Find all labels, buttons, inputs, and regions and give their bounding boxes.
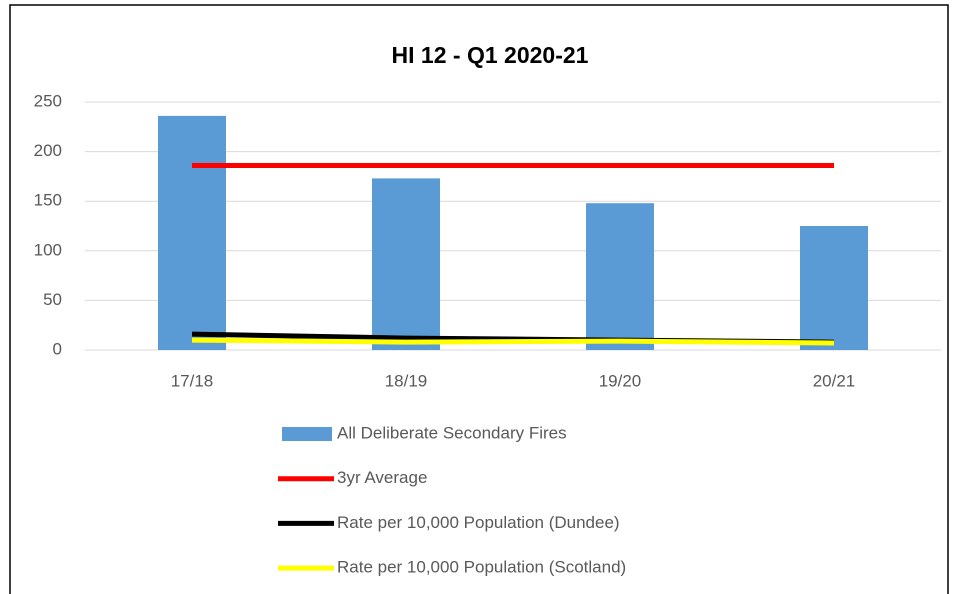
y-tick-label: 250 — [34, 91, 62, 110]
legend-label: All Deliberate Secondary Fires — [337, 423, 567, 442]
legend-label: 3yr Average — [337, 468, 427, 487]
y-tick-label: 100 — [34, 240, 62, 259]
y-tick-label: 150 — [34, 191, 62, 210]
legend-label: Rate per 10,000 Population (Scotland) — [337, 558, 626, 577]
bar — [586, 203, 654, 350]
legend-swatch — [282, 427, 332, 441]
bar — [372, 178, 440, 350]
x-tick-label: 17/18 — [171, 371, 214, 390]
x-tick-label: 19/20 — [599, 371, 642, 390]
legend-label: Rate per 10,000 Population (Dundee) — [337, 513, 620, 532]
line — [191, 337, 835, 346]
chart-title: HI 12 - Q1 2020-21 — [392, 42, 589, 68]
y-tick-label: 0 — [53, 339, 62, 358]
x-tick-label: 20/21 — [813, 371, 856, 390]
y-tick-label: 200 — [34, 141, 62, 160]
bar — [158, 115, 226, 350]
bar — [800, 226, 868, 350]
y-tick-label: 50 — [43, 290, 62, 309]
x-tick-label: 18/19 — [385, 371, 428, 390]
